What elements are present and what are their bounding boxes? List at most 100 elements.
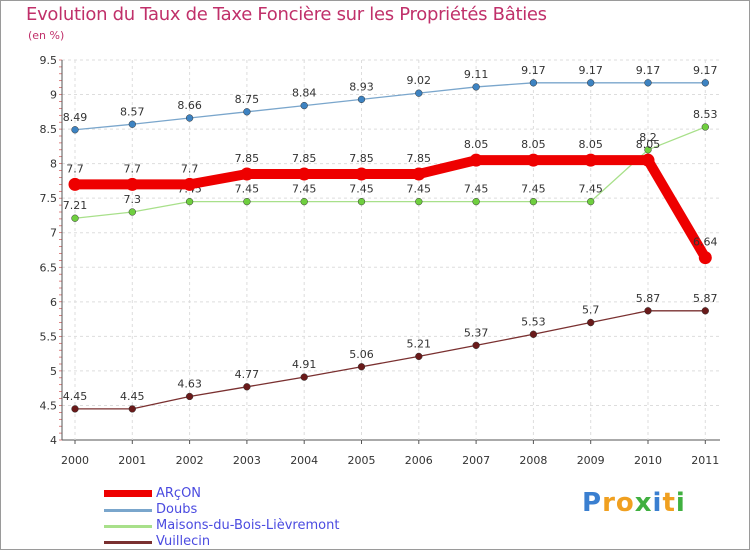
data-point-vuillecin	[128, 405, 136, 413]
data-point-maisons-du-bois-li-vremont	[357, 197, 366, 206]
x-tick-label: 2006	[405, 454, 433, 467]
y-tick-label: 9.5	[40, 54, 58, 67]
x-tick-label: 2011	[691, 454, 719, 467]
data-point-doubs	[415, 89, 423, 97]
x-tick-label: 2008	[519, 454, 547, 467]
data-point-vuillecin	[185, 392, 194, 401]
data-label-doubs: 8.49	[63, 111, 88, 124]
data-label-ar-on: 7.85	[235, 152, 260, 165]
data-point-maisons-du-bois-li-vremont	[587, 197, 595, 206]
proxiti-logo: Proxiti	[582, 488, 686, 518]
y-tick-label: 5	[50, 365, 57, 378]
data-point-doubs	[529, 79, 538, 87]
data-label-ar-on: 7.7	[124, 162, 142, 175]
legend-swatch-doubs	[104, 509, 152, 512]
y-tick-label: 6.5	[40, 261, 58, 274]
data-point-ar-on	[469, 153, 483, 167]
y-tick-label: 9	[50, 89, 57, 102]
legend-swatch-vuillecin	[104, 541, 152, 544]
data-point-vuillecin	[587, 318, 595, 327]
data-point-doubs	[300, 101, 308, 110]
legend-label-doubs: Doubs	[156, 502, 198, 517]
data-point-ar-on	[526, 153, 540, 167]
data-point-doubs	[587, 79, 595, 87]
data-label-ar-on: 8.05	[578, 138, 603, 151]
y-tick-label: 4	[50, 434, 57, 447]
data-label-maisons-du-bois-li-vremont: 7.3	[124, 193, 142, 206]
data-label-doubs: 8.84	[292, 87, 317, 100]
data-point-maisons-du-bois-li-vremont	[415, 197, 423, 206]
x-tick-label: 2000	[61, 454, 89, 467]
data-label-maisons-du-bois-li-vremont: 8.53	[693, 108, 718, 121]
data-point-doubs	[472, 83, 480, 91]
data-point-maisons-du-bois-li-vremont	[644, 146, 652, 154]
data-point-ar-on	[412, 167, 426, 181]
data-point-doubs	[128, 120, 136, 128]
data-label-vuillecin: 4.77	[235, 368, 260, 381]
data-label-doubs: 9.17	[578, 64, 603, 77]
logo-letter: i	[652, 488, 663, 518]
logo-letter: o	[615, 488, 635, 518]
data-label-vuillecin: 4.63	[177, 377, 202, 390]
data-point-maisons-du-bois-li-vremont	[529, 197, 538, 206]
data-label-ar-on: 7.7	[181, 162, 199, 175]
data-point-vuillecin	[415, 352, 423, 361]
data-label-vuillecin: 5.87	[636, 292, 661, 305]
data-point-maisons-du-bois-li-vremont	[243, 197, 251, 206]
x-tick-label: 2005	[348, 454, 376, 467]
data-label-vuillecin: 4.45	[63, 390, 88, 403]
data-label-ar-on: 8.05	[636, 138, 661, 151]
data-label-ar-on: 8.05	[464, 138, 489, 151]
chart-title: Evolution du Taux de Taxe Foncière sur l…	[26, 4, 547, 25]
data-label-ar-on: 7.85	[292, 152, 317, 165]
y-tick-label: 4.5	[40, 399, 58, 412]
data-point-maisons-du-bois-li-vremont	[128, 208, 136, 216]
legend-swatch-arcon	[104, 490, 152, 497]
data-point-vuillecin	[529, 330, 538, 338]
data-label-doubs: 9.17	[636, 64, 661, 77]
data-point-ar-on	[584, 153, 598, 167]
x-tick-label: 2003	[233, 454, 261, 467]
data-label-vuillecin: 5.06	[349, 348, 374, 361]
data-point-doubs	[71, 126, 79, 134]
data-point-vuillecin	[71, 405, 79, 413]
data-label-ar-on: 8.05	[521, 138, 546, 151]
data-point-maisons-du-bois-li-vremont	[71, 214, 79, 222]
data-label-doubs: 9.17	[521, 64, 546, 77]
data-label-doubs: 9.11	[464, 68, 489, 81]
data-point-doubs	[185, 114, 194, 122]
logo-letter: x	[634, 488, 653, 518]
data-label-vuillecin: 4.91	[292, 358, 317, 371]
data-label-maisons-du-bois-li-vremont: 8.2	[639, 131, 657, 144]
x-tick-label: 2002	[176, 454, 204, 467]
data-label-maisons-du-bois-li-vremont: 7.21	[63, 199, 88, 212]
data-point-maisons-du-bois-li-vremont	[701, 123, 709, 131]
data-label-doubs: 8.93	[349, 80, 374, 93]
data-label-maisons-du-bois-li-vremont: 7.45	[292, 183, 317, 196]
data-label-vuillecin: 4.45	[120, 390, 145, 403]
legend-label-vuillecin: Vuillecin	[156, 534, 211, 549]
series-line-ar-on	[70, 155, 711, 263]
data-label-doubs: 9.17	[693, 64, 718, 77]
x-tick-label: 2009	[577, 454, 605, 467]
data-point-doubs	[357, 95, 366, 104]
data-label-doubs: 8.66	[177, 99, 202, 112]
data-label-doubs: 8.75	[235, 93, 260, 106]
data-point-vuillecin	[357, 363, 366, 371]
data-label-maisons-du-bois-li-vremont: 7.45	[349, 183, 374, 196]
x-tick-label: 2007	[462, 454, 490, 467]
data-label-ar-on: 7.85	[407, 152, 432, 165]
logo-letter: i	[675, 488, 686, 518]
data-point-doubs	[644, 79, 652, 87]
data-point-ar-on	[240, 167, 254, 181]
x-tick-label: 2001	[118, 454, 146, 467]
data-point-vuillecin	[701, 307, 709, 315]
data-label-maisons-du-bois-li-vremont: 7.45	[464, 183, 489, 196]
data-label-ar-on: 7.7	[66, 162, 84, 175]
data-point-vuillecin	[243, 383, 251, 391]
legend-label-maisons: Maisons-du-Bois-Lièvremont	[156, 518, 340, 533]
chart-subtitle: (en %)	[28, 29, 65, 42]
data-point-vuillecin	[644, 307, 652, 315]
data-label-maisons-du-bois-li-vremont: 7.45	[407, 183, 432, 196]
data-label-maisons-du-bois-li-vremont: 7.45	[578, 183, 603, 196]
